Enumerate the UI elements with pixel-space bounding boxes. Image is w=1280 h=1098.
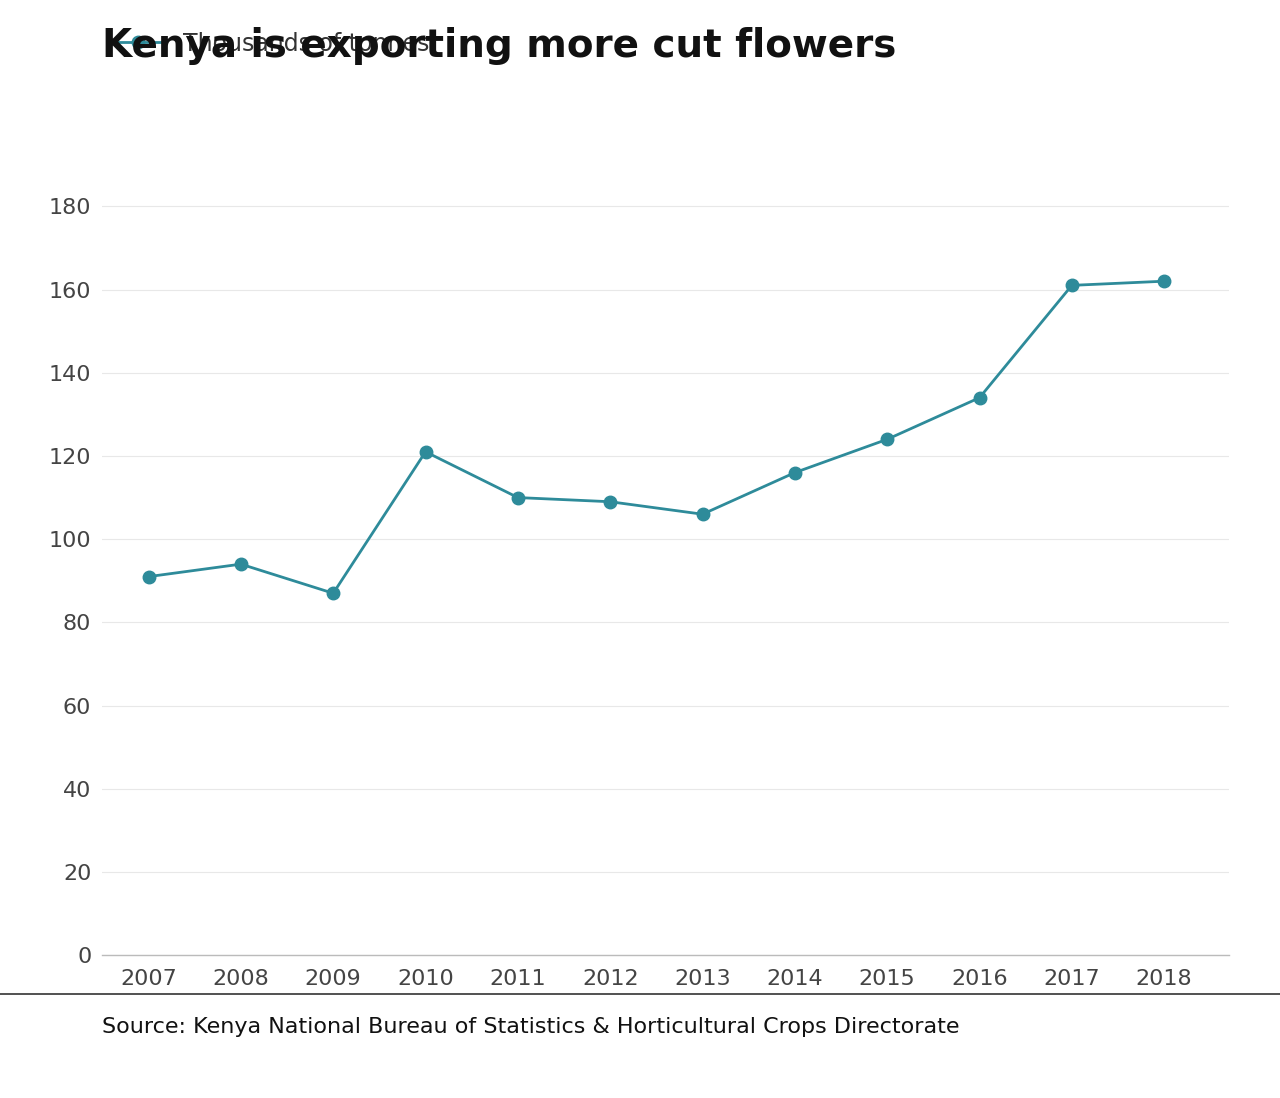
Text: Source: Kenya National Bureau of Statistics & Horticultural Crops Directorate: Source: Kenya National Bureau of Statist… [102,1017,960,1037]
Text: Kenya is exporting more cut flowers: Kenya is exporting more cut flowers [102,27,897,66]
Legend: Thousands of tonnes: Thousands of tonnes [102,22,439,65]
Text: BBC: BBC [1143,1021,1193,1042]
